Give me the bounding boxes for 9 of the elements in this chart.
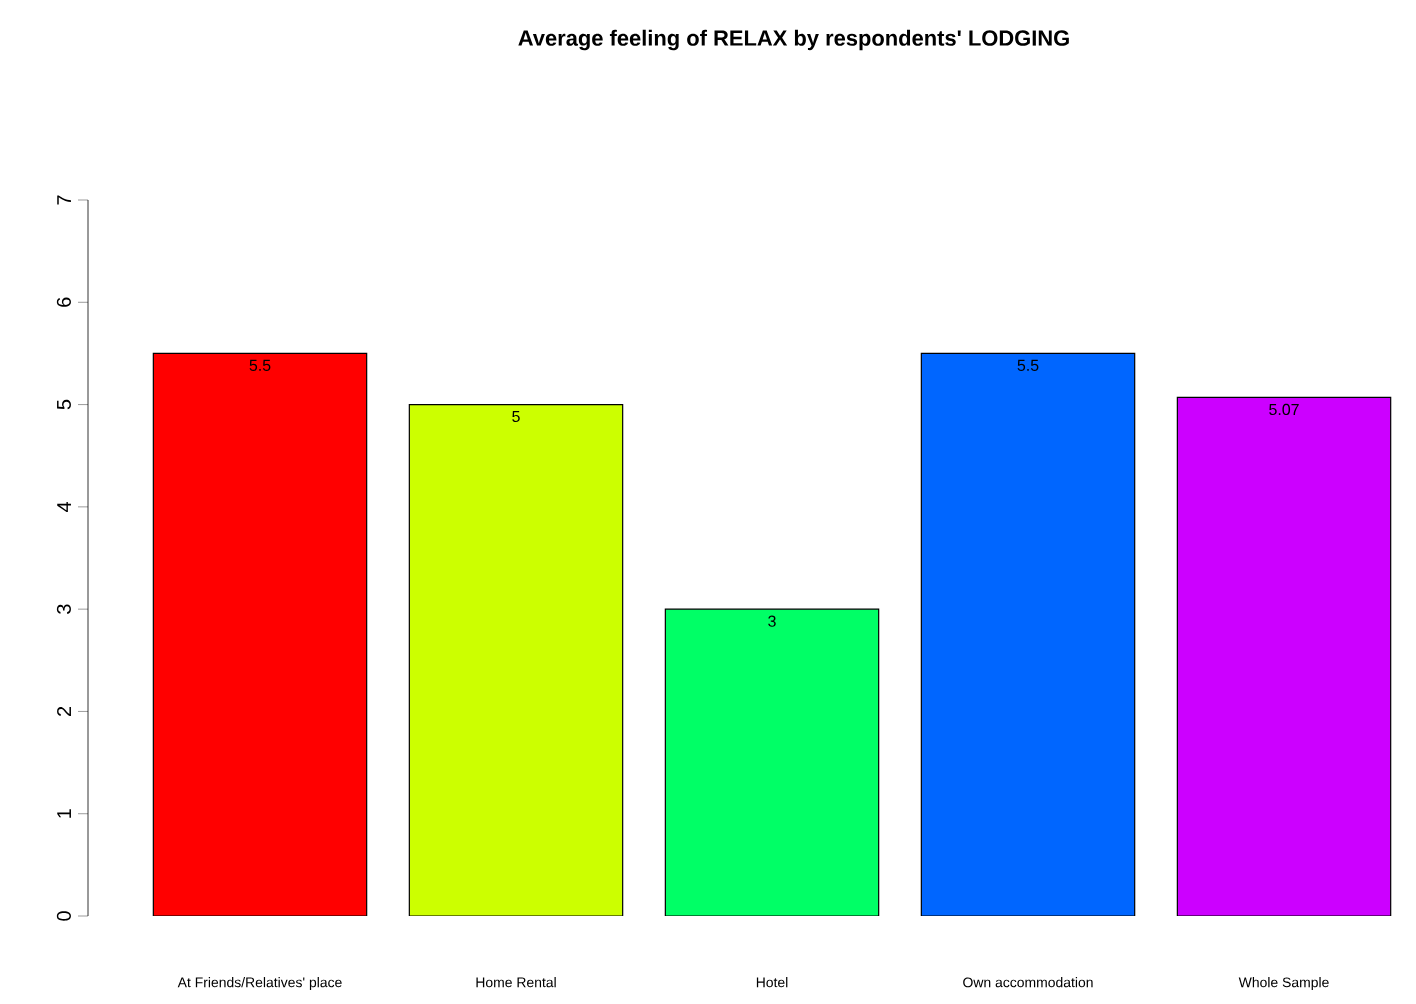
y-tick-label: 2 <box>57 706 71 716</box>
y-tick-label: 1 <box>57 809 71 818</box>
y-tick-label: 7 <box>57 195 71 205</box>
y-tick-label: 5 <box>57 399 71 410</box>
y-tick-label: 6 <box>56 297 71 307</box>
y-tick-label: 3 <box>56 604 71 614</box>
y-tick-label: 0 <box>56 911 71 921</box>
chart-title: Average feeling of RELAX by respondents' LODGING <box>518 29 1069 51</box>
y-tick-label: 4 <box>57 501 71 512</box>
